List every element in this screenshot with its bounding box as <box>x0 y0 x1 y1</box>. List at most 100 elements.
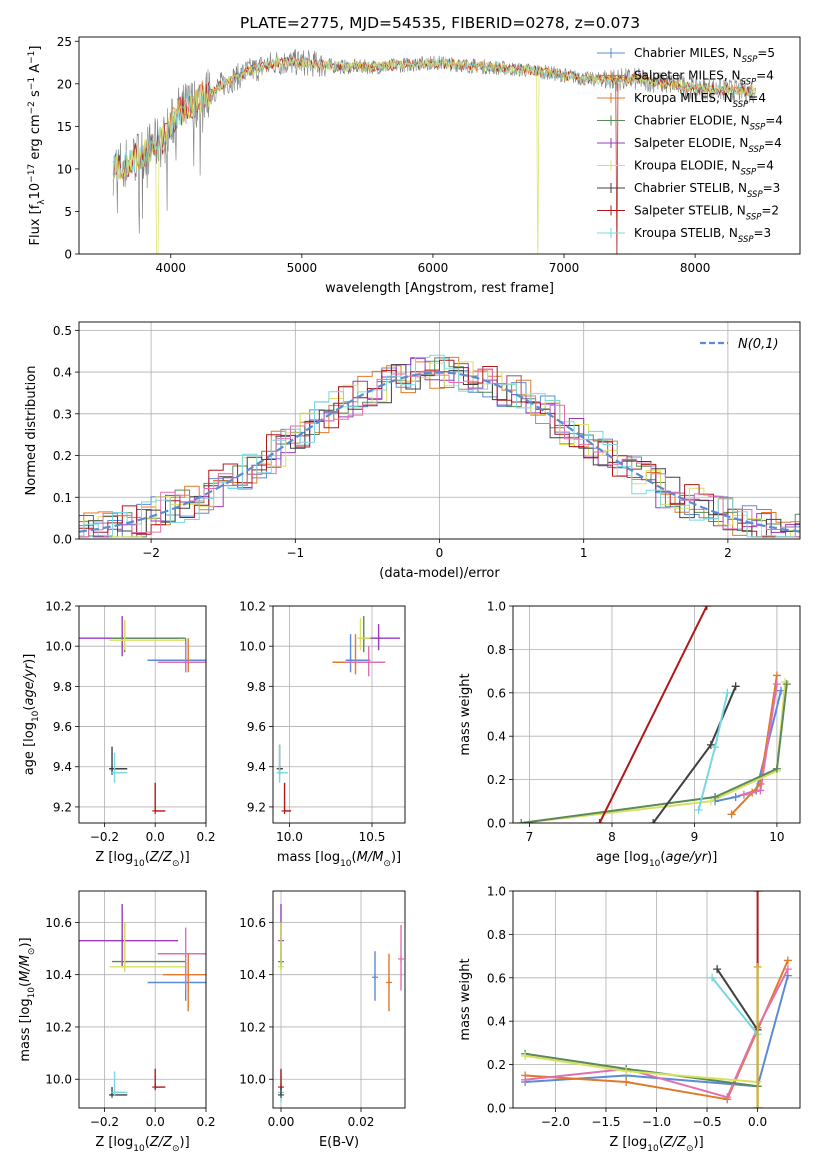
y-tick-label: 0.5 <box>53 324 72 338</box>
y-tick-label: 0.4 <box>487 730 506 744</box>
y-tick-label: 0.1 <box>53 491 72 505</box>
ticks: −2.0 −1.5 −1.0 −0.5 0.0 0.0 0.2 0.4 0.6 0.8 1.0 <box>487 885 767 1130</box>
x-tick-label: −1.5 <box>591 1115 620 1129</box>
series-marker <box>694 805 703 814</box>
y-tick-label: 0.3 <box>53 407 72 421</box>
y-axis-label: age [log10(age/yr)] <box>22 654 41 776</box>
series-marker <box>772 680 781 689</box>
ticks: 10.0 10.5 9.2 9.4 9.6 9.8 10.0 10.2 <box>239 600 385 845</box>
series-marker <box>622 1077 631 1086</box>
series-marker <box>521 1075 530 1084</box>
plot-area <box>521 891 792 1108</box>
data-point <box>372 974 378 981</box>
series-marker <box>622 1067 631 1076</box>
series-marker <box>723 1093 732 1102</box>
x-tick-label: 10 <box>769 830 784 844</box>
mass-weight-vs-age-panel: 7 8 9 10 0.0 0.2 0.4 0.6 0.8 1.0 age [log10(age/yr… <box>458 600 801 869</box>
y-tick-label: 20 <box>57 77 72 91</box>
y-tick-label: 9.2 <box>53 800 72 814</box>
x-axis-label: Z [log10(Z/Z⊙)] <box>95 850 189 869</box>
series-line <box>598 606 708 823</box>
figure-title: PLATE=2775, MJD=54535, FIBERID=0278, z=0… <box>240 14 640 32</box>
series-line <box>521 683 788 823</box>
series-marker <box>783 965 792 974</box>
legend-entry: N(0,1) <box>738 337 779 352</box>
y-tick-label: 0.0 <box>487 1102 506 1116</box>
y-axis-label: mass weight <box>458 958 473 1040</box>
data-point <box>386 979 392 986</box>
x-tick-label: 10.0 <box>276 830 303 844</box>
series-marker <box>727 810 736 819</box>
y-tick-label: 9.4 <box>53 760 72 774</box>
y-axis-label: Flux [fλ10−17 erg cm−2 s−1 A−1] <box>27 46 47 246</box>
y-tick-label: 25 <box>57 35 72 49</box>
mass-weight-vs-metallicity-panel: −2.0 −1.5 −1.0 −0.5 0.0 0.0 0.2 0.4 0.6 0.8 1.0 Z [… <box>458 885 801 1154</box>
data-point <box>278 963 284 970</box>
data-point <box>357 635 364 642</box>
series-marker <box>649 819 658 823</box>
y-tick-label: 0.0 <box>53 533 72 547</box>
legend-entry: Kroupa MILES, NSSP=4 <box>634 91 766 110</box>
data-point <box>152 1084 159 1091</box>
x-tick-label: −0.5 <box>692 1115 721 1129</box>
series-marker <box>517 819 526 823</box>
spectrum-panel: 4000 5000 6000 7000 8000 0 5 10 15 20 25 wavelength… <box>27 35 801 296</box>
y-tick-label: 10.4 <box>239 968 266 982</box>
axes-frame <box>272 605 406 824</box>
data-point <box>375 635 382 642</box>
y-axis-label: Normed distribution <box>24 366 39 496</box>
axes-frame <box>78 36 801 255</box>
y-tick-label: 10.0 <box>45 1073 72 1087</box>
age-vs-mass-panel: 10.0 10.5 9.2 9.4 9.6 9.8 10.0 10.2 mass [log10(… <box>239 600 406 869</box>
x-tick-label: 2 <box>724 546 732 560</box>
x-tick-label: 0.2 <box>196 830 215 844</box>
y-tick-label: 5 <box>64 205 72 219</box>
y-tick-label: 0.0 <box>487 817 506 831</box>
x-axis-label: (data-model)/error <box>379 566 500 581</box>
data-point <box>111 769 118 776</box>
y-axis-label: mass [log10(M/M⊙)] <box>18 937 37 1061</box>
y-tick-label: 0.8 <box>487 643 506 657</box>
x-tick-label: −2 <box>142 546 160 560</box>
x-tick-label: −2.0 <box>541 1115 570 1129</box>
y-tick-label: 10.4 <box>45 968 72 982</box>
series-line <box>716 968 759 1031</box>
legend-entry: Chabrier STELIB, NSSP=3 <box>634 181 780 200</box>
axes-frame <box>78 890 207 1109</box>
y-tick-label: 0 <box>64 248 72 262</box>
legend-entry: Salpeter MILES, NSSP=4 <box>634 69 774 88</box>
y-tick-label: 0.4 <box>487 1015 506 1029</box>
x-axis-label: mass [log10(M/M⊙)] <box>277 850 401 869</box>
data-point <box>182 950 189 957</box>
model-spectrum <box>112 57 756 254</box>
series-marker <box>731 682 740 691</box>
series-marker <box>739 790 748 799</box>
y-tick-label: 10.2 <box>239 600 266 614</box>
data-point <box>278 1091 284 1098</box>
x-tick-label: 0.2 <box>196 1115 215 1129</box>
x-tick-label: 0.0 <box>146 830 165 844</box>
y-tick-label: 10 <box>57 162 72 176</box>
data-point <box>121 637 128 644</box>
y-tick-label: 10.6 <box>45 916 72 930</box>
model-spectrum <box>112 56 756 254</box>
y-tick-label: 9.8 <box>53 680 72 694</box>
axes-frame <box>272 890 406 1109</box>
y-tick-label: 10.6 <box>239 916 266 930</box>
y-tick-label: 0.6 <box>487 971 506 985</box>
x-tick-label: 8 <box>608 830 616 844</box>
x-tick-label: 1 <box>580 546 588 560</box>
y-tick-label: 1.0 <box>487 885 506 899</box>
data-point <box>121 963 128 970</box>
mass-vs-extinction-panel: 0.00 0.02 10.0 10.2 10.4 10.6 E(B-V) <box>239 890 406 1150</box>
plot-area <box>79 616 206 814</box>
y-tick-label: 0.8 <box>487 928 506 942</box>
x-tick-label: 4000 <box>155 261 186 275</box>
plot-area <box>517 606 791 823</box>
y-tick-label: 0.4 <box>53 366 72 380</box>
y-tick-label: 9.8 <box>247 680 266 694</box>
plot-area <box>79 354 800 538</box>
x-tick-label: 5000 <box>287 261 318 275</box>
ticks: 0.00 0.02 10.0 10.2 10.4 10.6 <box>239 916 374 1129</box>
series-marker <box>723 688 732 697</box>
